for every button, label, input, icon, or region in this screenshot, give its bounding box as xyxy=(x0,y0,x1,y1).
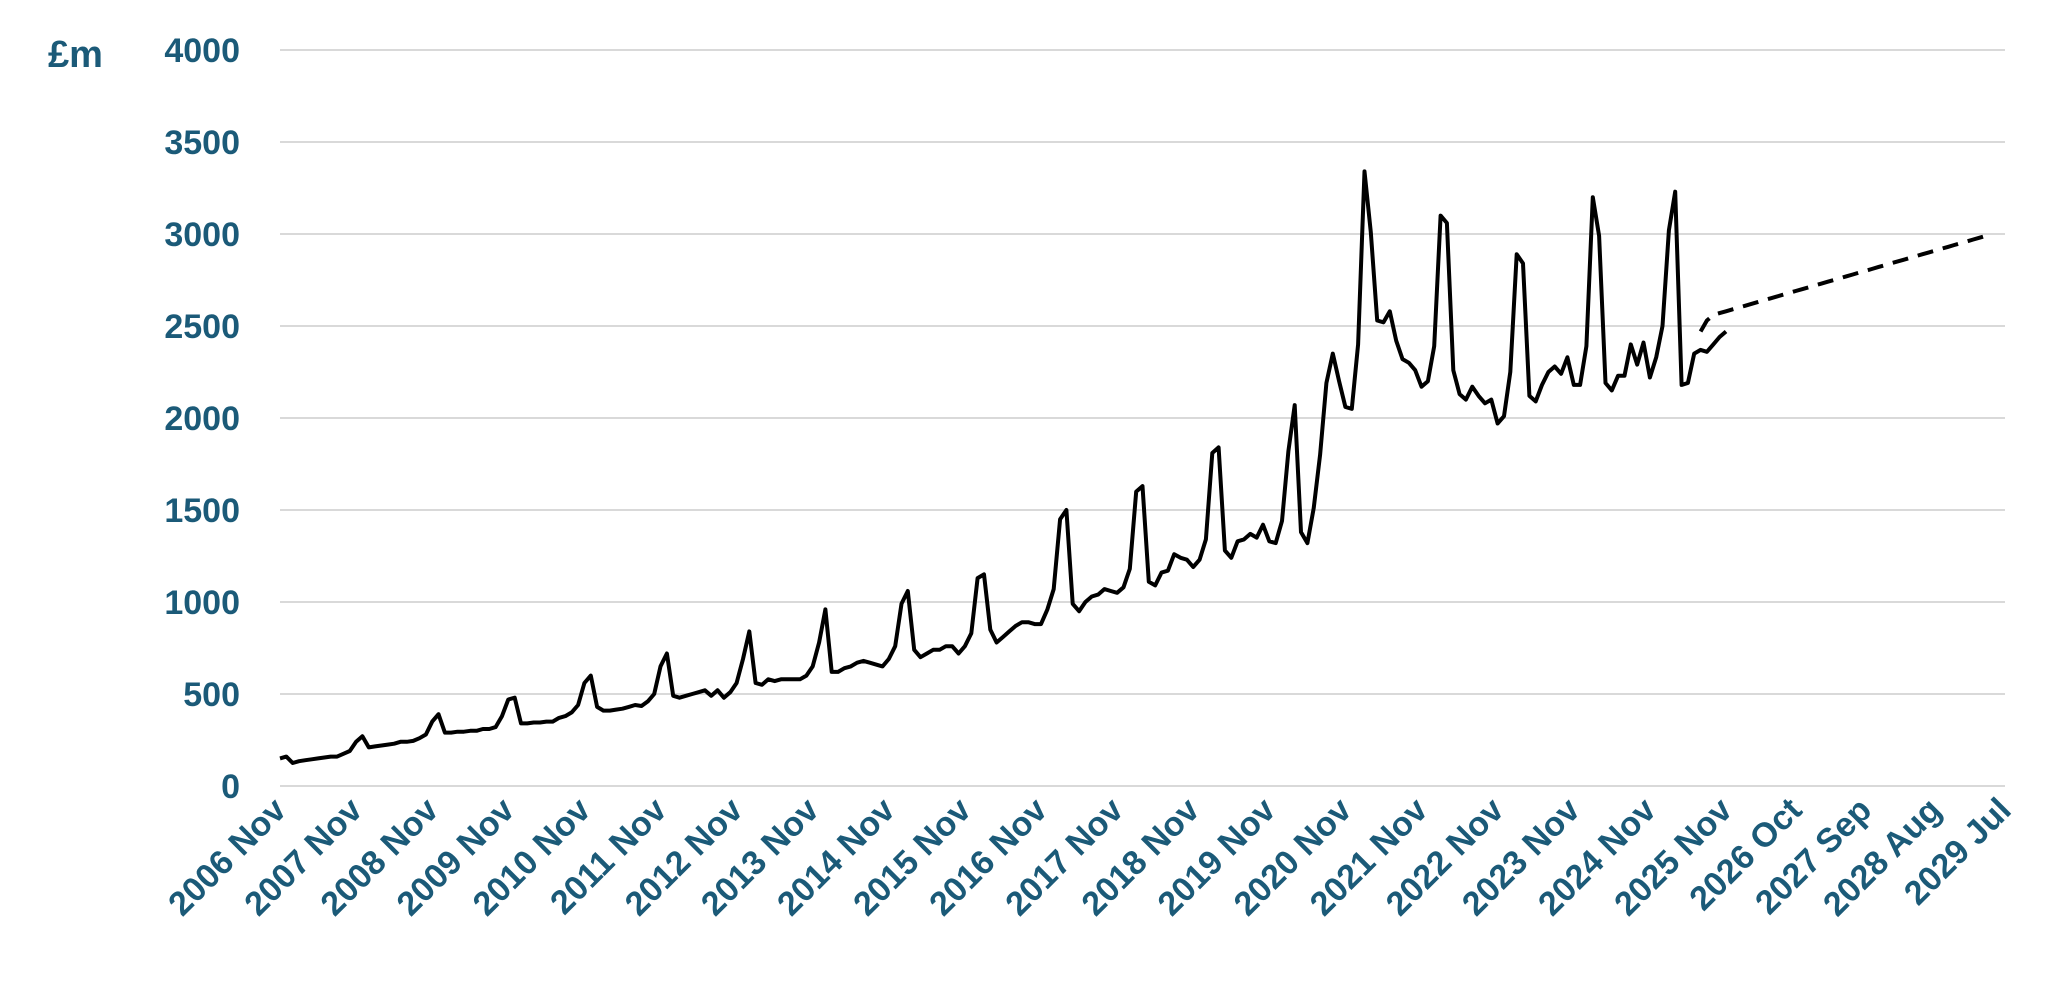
y-tick-label: 3500 xyxy=(164,124,240,162)
y-tick-label: 500 xyxy=(183,676,240,714)
y-tick-label: 2500 xyxy=(164,308,240,346)
forecast-series-line xyxy=(1698,232,1993,333)
y-axis-label: £m xyxy=(48,34,103,76)
y-tick-label: 3000 xyxy=(164,216,240,254)
y-axis-tick-labels: 0 500 1000 1500 2000 2500 3000 3500 4000 xyxy=(164,32,240,806)
y-tick-label: 0 xyxy=(221,768,240,806)
y-tick-label: 1500 xyxy=(164,492,240,530)
gridlines xyxy=(280,49,2005,787)
actual-series-line xyxy=(279,169,1728,765)
y-tick-label: 2000 xyxy=(164,400,240,438)
y-tick-label: 4000 xyxy=(164,32,240,70)
y-tick-label: 1000 xyxy=(164,584,240,622)
series-lines xyxy=(279,169,1993,765)
